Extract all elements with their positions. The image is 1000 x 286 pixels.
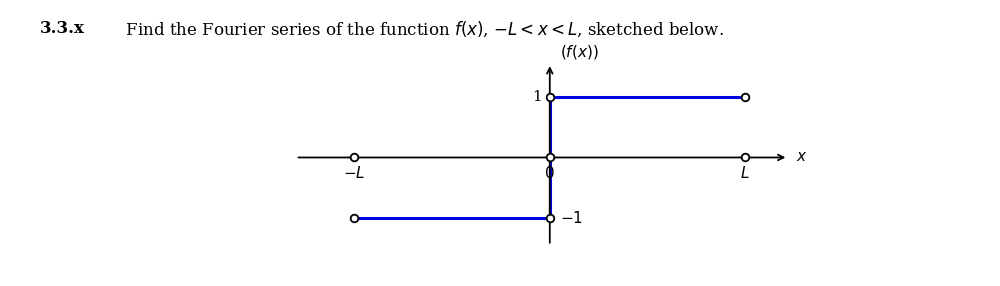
Text: $L$: $L$ <box>740 165 750 181</box>
Text: Find the Fourier series of the function $f(x)$, $-L < x < L$, sketched below.: Find the Fourier series of the function … <box>115 20 724 39</box>
Text: $0$: $0$ <box>544 165 555 181</box>
Text: $x$: $x$ <box>796 150 808 164</box>
Text: 3.3.x: 3.3.x <box>40 20 85 37</box>
Text: $(f(x))$: $(f(x))$ <box>560 43 598 61</box>
Text: $-L$: $-L$ <box>343 165 365 181</box>
Text: $-1$: $-1$ <box>560 210 583 226</box>
Text: 1: 1 <box>532 90 542 104</box>
